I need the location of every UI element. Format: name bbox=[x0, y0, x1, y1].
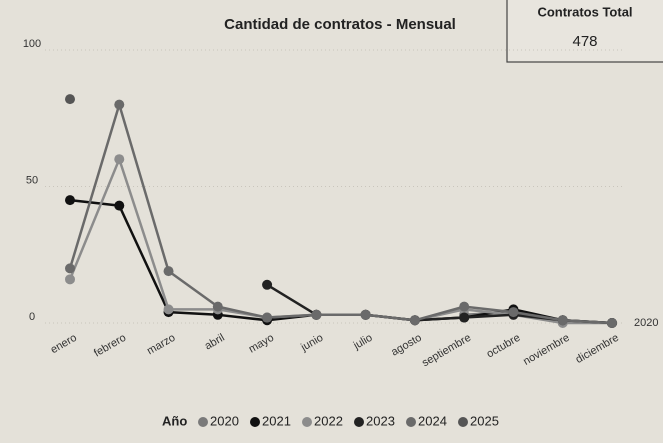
legend-label: 2024 bbox=[418, 413, 447, 428]
data-point bbox=[607, 318, 617, 328]
data-point bbox=[557, 315, 568, 326]
data-point bbox=[114, 200, 125, 211]
legend-swatch bbox=[406, 417, 416, 427]
data-point bbox=[163, 266, 174, 277]
data-point bbox=[212, 301, 223, 312]
data-point bbox=[459, 301, 470, 312]
legend-label: 2025 bbox=[470, 413, 499, 428]
data-point bbox=[508, 307, 519, 318]
data-point bbox=[65, 274, 75, 285]
legend-label: 2022 bbox=[314, 413, 343, 428]
legend-swatch bbox=[302, 417, 312, 427]
data-point bbox=[65, 263, 75, 274]
data-point bbox=[65, 94, 75, 105]
data-point bbox=[311, 309, 322, 320]
data-point bbox=[459, 312, 470, 323]
y-tick-label: 0 bbox=[29, 311, 35, 323]
y-tick-label: 100 bbox=[23, 38, 41, 50]
chart-title: Cantidad de contratos - Mensual bbox=[224, 16, 456, 33]
series-end-label: 2020 bbox=[634, 317, 658, 329]
legend-swatch bbox=[198, 417, 208, 427]
kpi-label: Contratos Total bbox=[537, 4, 632, 19]
legend-swatch bbox=[458, 417, 468, 427]
data-point bbox=[409, 315, 420, 326]
legend-swatch bbox=[250, 417, 260, 427]
data-point bbox=[114, 154, 125, 165]
data-point bbox=[360, 309, 371, 320]
legend-label: 2020 bbox=[210, 413, 239, 428]
data-point bbox=[262, 312, 273, 323]
kpi-card bbox=[506, 0, 663, 63]
kpi-value: 478 bbox=[572, 33, 597, 50]
legend-label: 2023 bbox=[366, 413, 395, 428]
legend-title: Año bbox=[162, 413, 187, 428]
y-tick-label: 50 bbox=[26, 174, 38, 186]
data-point bbox=[262, 279, 273, 290]
data-point bbox=[163, 304, 174, 315]
legend-label: 2021 bbox=[262, 413, 291, 428]
legend-swatch bbox=[354, 417, 364, 427]
data-point bbox=[65, 195, 75, 206]
series-line bbox=[68, 103, 613, 325]
data-point bbox=[114, 99, 125, 110]
